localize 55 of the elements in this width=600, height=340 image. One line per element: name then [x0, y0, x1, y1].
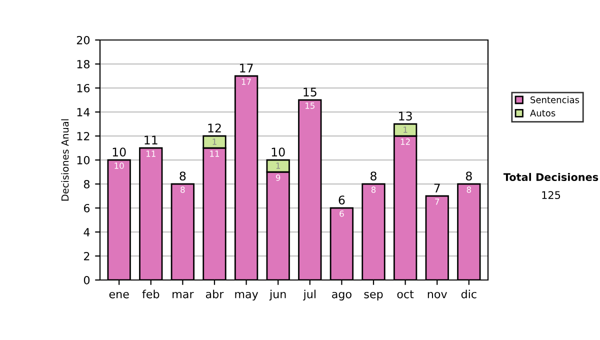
total-label: 10 [272, 148, 285, 157]
y-tick-label: 14 [77, 108, 90, 116]
data-label: 7 [435, 198, 440, 205]
data-label: 6 [340, 210, 344, 217]
total-label: 11 [144, 136, 158, 144]
data-label: 8 [466, 186, 471, 193]
x-tick-label: feb [142, 290, 160, 298]
data-label: 10 [114, 162, 124, 169]
x-tick-label: ago [332, 292, 352, 300]
x-tick-label: mar [172, 292, 194, 298]
x-tick-label: nov [428, 292, 447, 298]
x-tick-label: ene [109, 292, 129, 298]
x-tick-label: dic [461, 290, 476, 298]
total-label: 17 [240, 64, 253, 72]
data-label: 1 [276, 162, 280, 169]
total-label: 7 [434, 184, 440, 192]
legend-label: Sentencias [530, 96, 580, 104]
y-tick-label: 6 [84, 204, 90, 212]
data-label: 11 [210, 150, 220, 157]
total-label: 13 [399, 112, 412, 121]
text: 125 [542, 191, 560, 200]
data-label: 8 [371, 186, 376, 193]
data-label: 17 [242, 78, 251, 85]
data-label: 12 [400, 138, 410, 145]
x-tick-label: may [235, 292, 258, 300]
total-label: 10 [112, 148, 126, 157]
y-tick-label: 16 [77, 84, 90, 92]
y-tick-label: 20 [76, 36, 90, 44]
y-tick-label: 18 [77, 60, 90, 68]
x-tick-label: oct [397, 290, 414, 298]
y-tick-label: 4 [84, 228, 90, 236]
total-label: 8 [370, 172, 376, 181]
x-tick-label: abr [206, 290, 224, 298]
y-tick-label: 0 [84, 276, 90, 284]
x-tick-label: jul [303, 290, 316, 300]
y-tick-label: 2 [84, 252, 90, 260]
total-label: 8 [180, 172, 186, 181]
x-tick-label: sep [364, 292, 383, 300]
data-label: 9 [276, 174, 280, 181]
total-label: 12 [208, 124, 221, 132]
text: Total Decisiones [503, 172, 598, 182]
data-label: 1 [404, 126, 408, 133]
y-axis-title: Decisiones Anual [61, 119, 69, 201]
total-label: 6 [338, 196, 345, 205]
data-label: 15 [306, 102, 314, 109]
legend-label: Autos [530, 110, 556, 116]
total-label: 8 [466, 172, 472, 181]
data-label: 11 [146, 150, 156, 157]
total-label: 15 [304, 88, 316, 97]
data-label: 8 [180, 186, 185, 193]
x-tick-label: jun [269, 290, 286, 300]
data-label: 1 [212, 138, 216, 145]
y-tick-label: 8 [84, 180, 90, 188]
y-tick-label: 10 [77, 156, 90, 164]
y-tick-label: 12 [77, 132, 90, 140]
